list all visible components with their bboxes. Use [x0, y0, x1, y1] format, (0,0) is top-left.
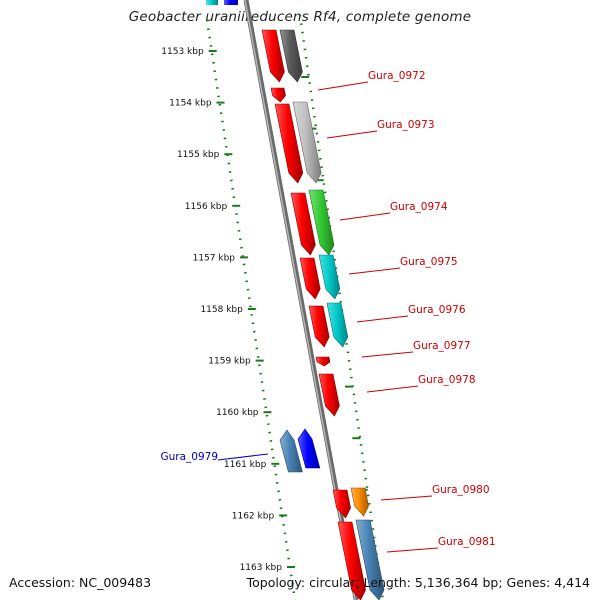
gene-function-arrow-gura_0981	[355, 519, 385, 600]
ruler-tick-label: 1156 kbp	[185, 202, 228, 212]
gene-function-arrow-gura_0976	[326, 302, 349, 348]
ruler-tick-label: 1160 kbp	[216, 408, 259, 418]
gene-label-gura_0975: Gura_0975	[400, 256, 458, 268]
ruler-tick-label: 1163 kbp	[240, 563, 283, 573]
gene-arrow-gura_0976	[308, 305, 330, 348]
gene-label-leader	[217, 453, 269, 461]
gene-label-gura_0974: Gura_0974	[390, 201, 448, 213]
gene-function-arrow-gura_0972	[279, 29, 303, 83]
gene-label-leader	[386, 547, 439, 553]
gene-label-leader	[317, 81, 369, 91]
ruler-tick-label: 1158 kbp	[200, 305, 243, 315]
ruler-tick-label: 1161 kbp	[224, 460, 267, 470]
gene-label-leader	[366, 385, 419, 393]
gene-arrow-gura_0973-fragment	[270, 87, 286, 103]
gene-arrow-gura_0973	[274, 103, 304, 184]
gene-label-leader	[348, 267, 401, 275]
gene-label-leader	[361, 351, 414, 358]
gene-arrow-gura_0974	[290, 192, 316, 256]
gene-label-leader	[380, 495, 433, 501]
ruler-tick-label: 1162 kbp	[232, 511, 275, 521]
gene-label-gura_0973: Gura_0973	[377, 119, 435, 131]
gene-arrow-gura_0978	[318, 373, 340, 417]
accession-text: Accession: NC_009483	[9, 575, 152, 590]
partial-gene-function-top	[206, 0, 218, 5]
partial-gene-cds-top	[224, 0, 238, 5]
gene-arrow-gura_0981	[337, 521, 366, 600]
gene-arrow-gura_0977	[315, 356, 331, 367]
gene-function-arrow-gura_0975	[318, 254, 341, 300]
gene-function-arrow-gura_0980	[350, 487, 369, 517]
ruler-tick-label: 1155 kbp	[177, 150, 220, 160]
gene-label-gura_0977: Gura_0977	[413, 340, 471, 352]
page-title: Geobacter uraniireducens Rf4, complete g…	[128, 9, 472, 25]
ruler-tick-label: 1153 kbp	[161, 47, 204, 57]
gene-label-gura_0981: Gura_0981	[438, 536, 496, 548]
gene-function-arrow-gura_0973	[292, 101, 322, 184]
gene-label-gura_0979: Gura_0979	[160, 451, 218, 463]
gene-label-leader	[356, 315, 409, 323]
gene-function-arrow-gura_0974	[308, 189, 335, 256]
ruler-tick-label: 1154 kbp	[169, 99, 212, 109]
gene-arrow-gura_0980	[332, 489, 351, 519]
gene-label-gura_0978: Gura_0978	[418, 374, 476, 386]
ruler-tick-label: 1159 kbp	[208, 357, 251, 367]
gene-label-gura_0980: Gura_0980	[432, 484, 490, 496]
gene-arrow-gura_0979	[297, 428, 321, 469]
gene-label-leader	[326, 130, 378, 139]
gene-arrow-gura_0975	[299, 257, 321, 300]
gene-arrow-gura_0972	[261, 29, 285, 83]
ruler-tick-label: 1157 kbp	[193, 253, 236, 263]
gene-label-gura_0976: Gura_0976	[408, 304, 466, 316]
genome-summary-text: Topology: circular; Length: 5,136,364 bp…	[246, 575, 590, 590]
gene-label-gura_0972: Gura_0972	[368, 70, 426, 82]
gene-label-leader	[339, 212, 391, 221]
gene-function-arrow-gura_0979	[279, 429, 303, 473]
